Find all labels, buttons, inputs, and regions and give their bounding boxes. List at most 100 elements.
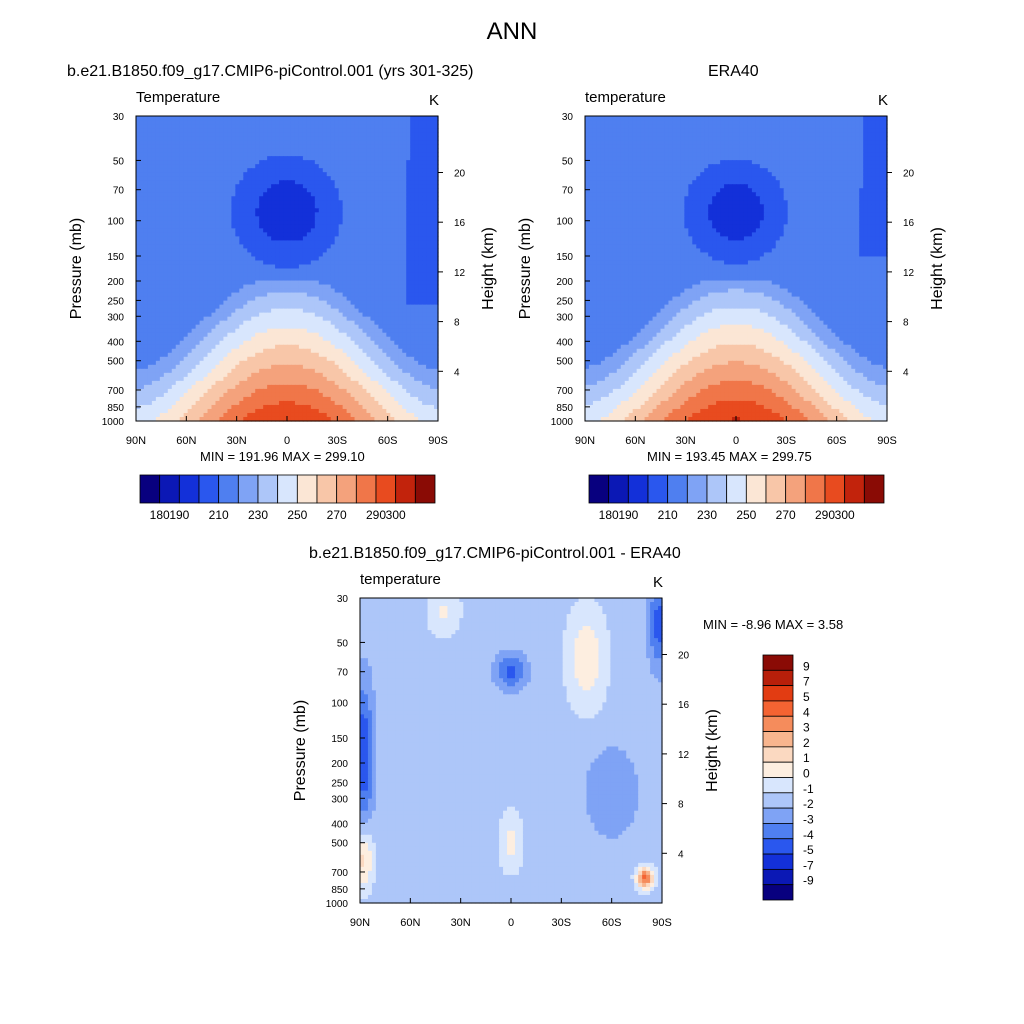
field-cell bbox=[247, 240, 252, 246]
field-cell bbox=[394, 188, 399, 193]
field-cell bbox=[267, 224, 272, 229]
field-cell bbox=[239, 284, 244, 290]
field-cell bbox=[422, 228, 427, 233]
field-cell bbox=[159, 280, 165, 286]
field-cell bbox=[163, 172, 169, 177]
field-cell bbox=[239, 324, 244, 330]
field-cell bbox=[151, 372, 157, 378]
field-cell bbox=[418, 244, 423, 250]
field-cell bbox=[326, 116, 332, 121]
field-cell bbox=[239, 192, 244, 197]
field-cell bbox=[227, 268, 232, 274]
field-cell bbox=[290, 300, 296, 306]
field-cell bbox=[167, 344, 173, 350]
field-cell bbox=[136, 264, 141, 270]
field-cell bbox=[398, 140, 403, 145]
field-cell bbox=[175, 128, 181, 133]
field-cell bbox=[191, 224, 197, 229]
field-cell bbox=[430, 188, 435, 193]
field-cell bbox=[298, 160, 304, 165]
field-cell bbox=[402, 244, 407, 250]
field-cell bbox=[370, 336, 376, 342]
field-cell bbox=[414, 196, 419, 201]
field-cell bbox=[362, 256, 368, 262]
field-cell bbox=[314, 272, 320, 278]
field-cell bbox=[136, 204, 141, 209]
field-cell bbox=[267, 208, 272, 213]
field-cell bbox=[434, 236, 439, 241]
field-cell bbox=[155, 192, 161, 197]
field-cell bbox=[227, 204, 232, 209]
field-cell bbox=[370, 340, 376, 346]
field-cell bbox=[203, 280, 209, 286]
field-cell bbox=[263, 228, 268, 233]
field-cell bbox=[187, 268, 193, 274]
field-cell bbox=[255, 364, 260, 370]
field-cell bbox=[259, 164, 264, 169]
field-cell bbox=[255, 156, 260, 161]
field-cell bbox=[330, 368, 336, 374]
field-cell bbox=[310, 136, 316, 141]
field-cell bbox=[243, 180, 248, 185]
field-cell bbox=[235, 152, 240, 157]
field-cell bbox=[414, 228, 419, 233]
field-cell bbox=[231, 284, 236, 290]
field-cell bbox=[290, 128, 296, 133]
field-cell bbox=[171, 236, 177, 241]
field-cell bbox=[231, 120, 236, 125]
field-cell bbox=[294, 220, 300, 225]
field-cell bbox=[247, 268, 252, 274]
field-cell bbox=[346, 236, 352, 241]
field-cell bbox=[219, 332, 225, 338]
field-cell bbox=[430, 248, 435, 254]
field-cell bbox=[235, 292, 240, 298]
field-cell bbox=[342, 116, 348, 121]
field-cell bbox=[151, 156, 157, 161]
field-cell bbox=[374, 136, 379, 141]
field-cell bbox=[318, 296, 324, 302]
field-cell bbox=[418, 152, 423, 157]
field-cell bbox=[167, 212, 173, 217]
field-cell bbox=[219, 280, 225, 286]
field-cell bbox=[298, 224, 304, 229]
field-cell bbox=[354, 272, 360, 278]
field-cell bbox=[175, 304, 181, 310]
field-cell bbox=[287, 228, 292, 233]
field-cell bbox=[406, 328, 411, 334]
field-cell bbox=[215, 272, 221, 278]
field-cell bbox=[179, 140, 185, 145]
field-cell bbox=[414, 264, 419, 270]
field-cell bbox=[167, 184, 173, 189]
field-cell bbox=[398, 240, 403, 246]
field-cell bbox=[227, 120, 232, 125]
field-cell bbox=[358, 176, 364, 181]
field-cell bbox=[143, 316, 149, 322]
field-cell bbox=[267, 376, 272, 382]
field-cell bbox=[390, 344, 395, 350]
field-cell bbox=[314, 192, 320, 197]
field-cell bbox=[139, 332, 145, 338]
field-cell bbox=[143, 284, 149, 290]
field-cell bbox=[382, 252, 387, 258]
field-cell bbox=[155, 204, 161, 209]
field-cell bbox=[338, 140, 344, 145]
field-cell bbox=[310, 352, 316, 358]
field-cell bbox=[362, 116, 368, 121]
field-cell bbox=[183, 216, 189, 221]
field-cell bbox=[310, 356, 316, 362]
field-cell bbox=[338, 340, 344, 346]
field-cell bbox=[147, 188, 153, 193]
field-cell bbox=[151, 148, 157, 153]
field-cell bbox=[314, 268, 320, 274]
field-cell bbox=[247, 124, 252, 129]
field-cell bbox=[147, 328, 153, 334]
field-cell bbox=[394, 320, 399, 326]
field-cell bbox=[382, 372, 387, 378]
field-cell bbox=[410, 164, 415, 169]
field-cell bbox=[426, 356, 431, 362]
field-cell bbox=[223, 132, 228, 137]
field-cell bbox=[298, 228, 304, 233]
field-cell bbox=[207, 344, 213, 350]
field-cell bbox=[271, 172, 276, 177]
field-cell bbox=[422, 124, 427, 129]
